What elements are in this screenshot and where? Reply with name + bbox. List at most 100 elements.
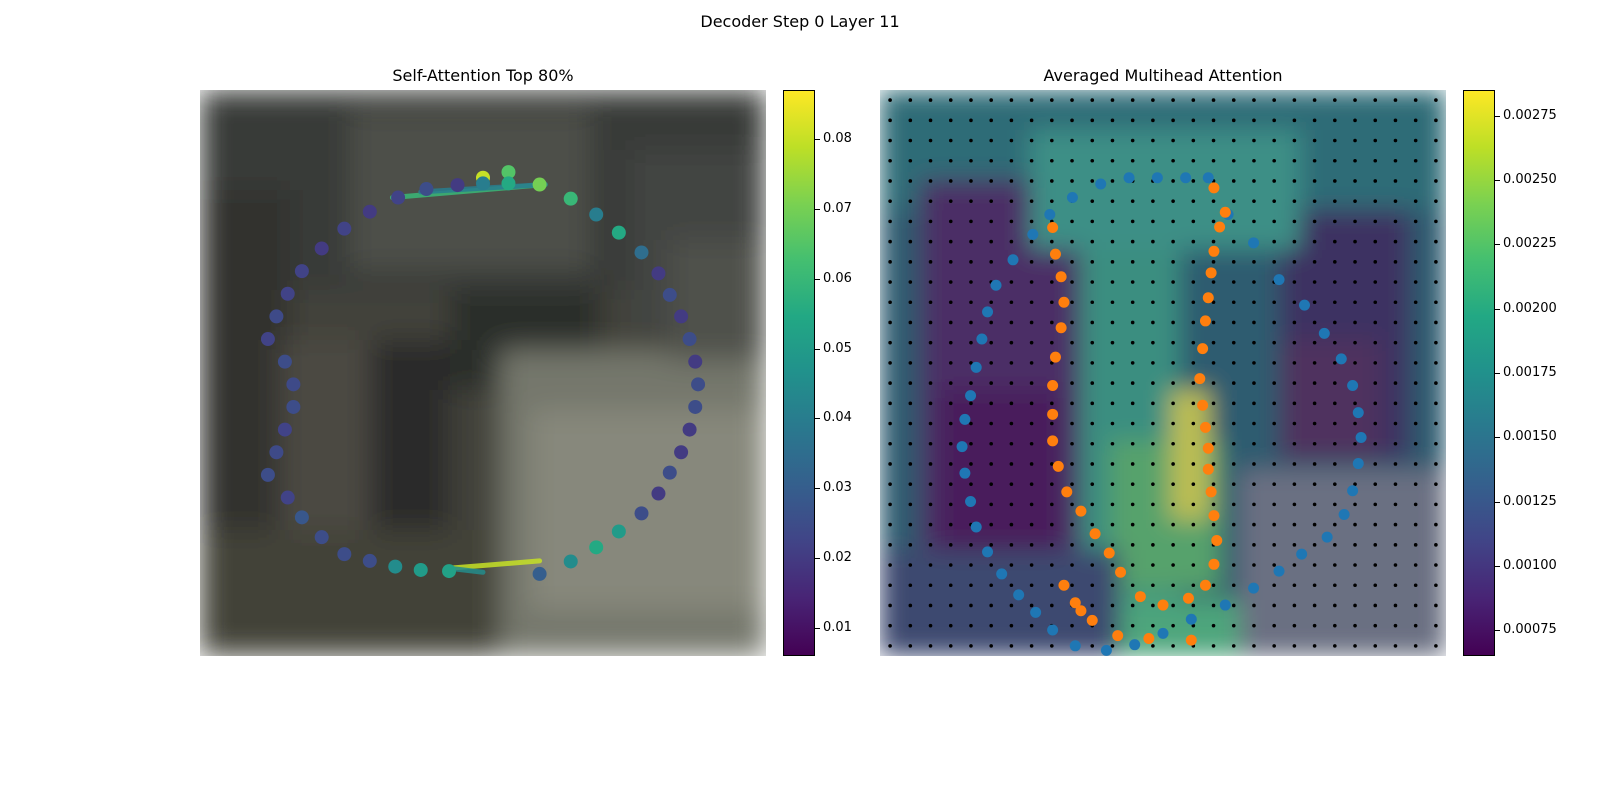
grid-point (1110, 421, 1115, 426)
grid-point (1292, 320, 1297, 325)
grid-point (908, 644, 913, 648)
grid-point (1353, 623, 1357, 628)
grid-point (1312, 603, 1317, 608)
contour-point (1321, 531, 1333, 543)
grid-point (948, 138, 953, 143)
contour-point (1273, 274, 1285, 286)
grid-point (989, 381, 993, 385)
colorbar-tick-label: 0.03 (823, 480, 852, 496)
grid-point (1151, 239, 1155, 244)
grid-point (1151, 260, 1155, 264)
grid-point (1029, 462, 1034, 466)
colorbar-tick-mark (1495, 630, 1500, 632)
grid-point (1090, 219, 1095, 224)
grid-point (928, 583, 933, 588)
grid-point (928, 219, 933, 224)
grid-point (1090, 441, 1095, 446)
grid-point (948, 98, 953, 102)
grid-point (1353, 543, 1357, 547)
grid-point (1373, 421, 1378, 426)
grid-point (1252, 623, 1256, 628)
grid-point (1272, 260, 1276, 264)
contour-point (1197, 399, 1209, 411)
query-point-3 (563, 191, 578, 206)
contour-point (1180, 172, 1192, 184)
grid-point (1151, 280, 1155, 284)
grid-point (1413, 502, 1418, 507)
grid-point (888, 644, 892, 648)
grid-point (1434, 158, 1438, 163)
grid-point (888, 583, 892, 588)
grid-point (1393, 644, 1398, 648)
grid-point (1272, 239, 1276, 244)
grid-point (969, 623, 973, 628)
grid-point (1252, 381, 1256, 385)
grid-point (1272, 320, 1276, 325)
colorbar-tick-mark (1495, 565, 1500, 567)
contour-point (1047, 222, 1059, 234)
contour-point (1202, 172, 1214, 184)
query-point-27 (391, 190, 406, 205)
grid-point (1151, 320, 1155, 325)
grid-point (1191, 381, 1196, 385)
colorbar-tick-mark (1495, 373, 1500, 374)
grid-point (1312, 239, 1317, 244)
grid-point (1009, 239, 1014, 244)
contour-point (970, 361, 982, 373)
contour-point (982, 546, 994, 558)
contour-point (1273, 565, 1285, 577)
grid-point (1312, 260, 1317, 264)
grid-point (1050, 98, 1054, 102)
grid-point (1333, 118, 1337, 123)
grid-point (969, 381, 973, 385)
grid-point (1272, 421, 1276, 426)
grid-point (1211, 522, 1216, 527)
grid-point (1353, 522, 1357, 527)
grid-point (1171, 260, 1175, 264)
grid-point (1231, 179, 1236, 183)
grid-point (1333, 623, 1337, 628)
contour-point (1347, 379, 1359, 391)
grid-point (1029, 543, 1034, 547)
grid-point (908, 482, 913, 486)
grid-point (969, 199, 973, 203)
grid-point (1292, 482, 1297, 486)
grid-point (1434, 320, 1438, 325)
grid-point (1353, 179, 1357, 183)
grid-point (1434, 98, 1438, 102)
grid-point (908, 361, 913, 365)
grid-point (1393, 300, 1398, 305)
grid-point (1231, 98, 1236, 102)
grid-point (1090, 199, 1095, 203)
grid-point (1009, 118, 1014, 123)
grid-point (1211, 361, 1216, 365)
grid-point (1413, 644, 1418, 648)
grid-point (1029, 219, 1034, 224)
grid-point (1252, 522, 1256, 527)
grid-point (1191, 462, 1196, 466)
grid-point (1029, 441, 1034, 446)
grid-point (888, 340, 892, 345)
colorbar-tick-label: 0.00275 (1503, 107, 1557, 123)
grid-point (1373, 603, 1378, 608)
grid-point (1393, 118, 1398, 123)
grid-point (1252, 138, 1256, 143)
grid-point (1393, 158, 1398, 163)
grid-point (1252, 462, 1256, 466)
grid-point (1312, 361, 1317, 365)
query-point-19 (611, 524, 626, 539)
grid-point (1130, 623, 1135, 628)
grid-point (1413, 381, 1418, 385)
grid-point (1151, 118, 1155, 123)
contour-point (1007, 254, 1019, 266)
grid-point (1434, 381, 1438, 385)
contour-point (1047, 624, 1059, 636)
grid-point (1050, 361, 1054, 365)
grid-point (928, 644, 933, 648)
grid-point (1333, 522, 1337, 527)
grid-point (1231, 138, 1236, 143)
grid-point (1353, 401, 1357, 406)
grid-point (1434, 482, 1438, 486)
grid-point (1272, 138, 1276, 143)
grid-point (888, 158, 892, 163)
